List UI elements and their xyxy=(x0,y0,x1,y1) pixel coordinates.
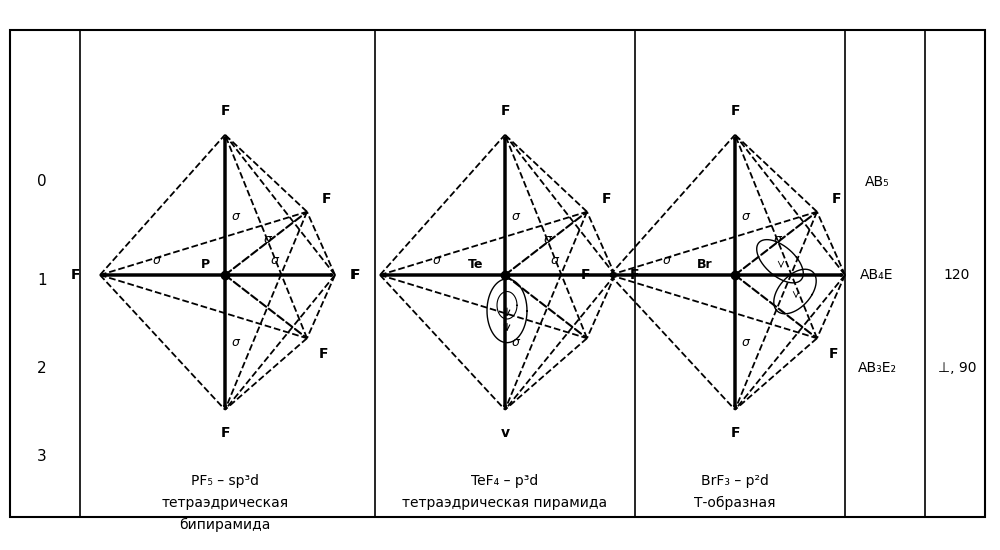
Text: σ: σ xyxy=(742,336,750,349)
Text: F: F xyxy=(832,192,842,206)
Text: PF₅ – sp³d: PF₅ – sp³d xyxy=(191,474,259,488)
Text: P: P xyxy=(201,257,210,271)
Text: F: F xyxy=(350,268,360,282)
Text: 0: 0 xyxy=(37,174,47,189)
Text: σ: σ xyxy=(152,254,160,267)
Text: F: F xyxy=(602,192,612,206)
Text: σ: σ xyxy=(774,233,782,246)
Text: BrF₃ – p²d: BrF₃ – p²d xyxy=(701,474,769,488)
Text: F: F xyxy=(500,104,510,118)
Text: F: F xyxy=(829,346,838,360)
Text: v: v xyxy=(501,426,510,440)
Text: σ: σ xyxy=(271,254,278,267)
Text: F: F xyxy=(322,192,332,206)
Text: бипирамида: бипирамида xyxy=(179,518,271,532)
Text: TeF₄ – p³d: TeF₄ – p³d xyxy=(471,474,539,488)
Text: σ: σ xyxy=(662,254,670,267)
Bar xyxy=(10,30,985,517)
Text: F: F xyxy=(351,268,360,282)
Text: F: F xyxy=(580,268,590,282)
Text: F: F xyxy=(70,268,80,282)
Text: F: F xyxy=(220,426,230,440)
Text: Т-образная: Т-образная xyxy=(694,496,776,510)
Text: σ: σ xyxy=(551,254,558,267)
Text: σ: σ xyxy=(232,210,240,223)
Text: F: F xyxy=(630,268,640,282)
Text: 1: 1 xyxy=(37,273,47,288)
Text: F: F xyxy=(220,104,230,118)
Text: σ: σ xyxy=(742,210,750,223)
Text: тетраэдрическая пирамида: тетраэдрическая пирамида xyxy=(402,496,608,510)
Text: AB₅: AB₅ xyxy=(865,174,889,189)
Text: σ: σ xyxy=(512,210,520,223)
Text: σ: σ xyxy=(232,336,240,349)
Text: 120: 120 xyxy=(944,268,970,282)
Text: ⊥, 90: ⊥, 90 xyxy=(938,361,976,376)
Text: F: F xyxy=(319,346,328,360)
Text: тетраэдрическая: тетраэдрическая xyxy=(161,496,289,510)
Text: AB₃E₂: AB₃E₂ xyxy=(858,361,896,376)
Text: AB₄E: AB₄E xyxy=(860,268,894,282)
Text: F: F xyxy=(730,426,740,440)
Text: Te: Te xyxy=(468,257,483,271)
Text: F: F xyxy=(730,104,740,118)
Text: Br: Br xyxy=(697,257,713,271)
Text: σ: σ xyxy=(544,233,552,246)
Text: σ: σ xyxy=(432,254,440,267)
Text: σ: σ xyxy=(512,336,520,349)
Text: σ: σ xyxy=(264,233,272,246)
Text: 2: 2 xyxy=(37,361,47,376)
Text: 3: 3 xyxy=(37,449,47,464)
